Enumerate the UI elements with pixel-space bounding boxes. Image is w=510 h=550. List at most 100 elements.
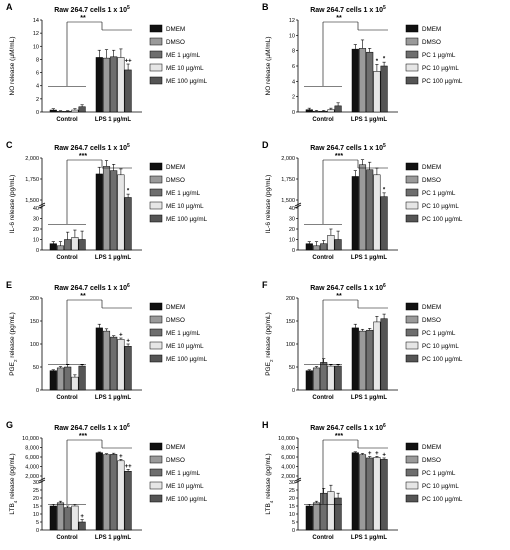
y-tick-label: 6 bbox=[36, 71, 39, 77]
bar bbox=[366, 457, 374, 531]
bar bbox=[95, 57, 103, 113]
bar bbox=[358, 454, 367, 531]
y-axis-label-sub: 4 bbox=[269, 500, 274, 503]
y-axis-label-tail: release (pg/mL) bbox=[265, 312, 272, 359]
legend-label: ME 10 µg/mL bbox=[166, 65, 204, 72]
chart-title-sup: 5 bbox=[127, 143, 130, 149]
y-axis-label-tail: release (pg/mL) bbox=[9, 453, 16, 500]
legend-swatch bbox=[149, 315, 163, 324]
y-tick-label: 4,000 bbox=[281, 465, 295, 471]
legend-swatch bbox=[149, 481, 163, 490]
chart-title-sup: 6 bbox=[383, 423, 386, 429]
y-axis-label: PGE2 release (pg/mL) bbox=[9, 312, 18, 376]
y-tick-label: 4 bbox=[36, 84, 39, 90]
y-tick-label: 10,000 bbox=[22, 436, 39, 442]
y-tick-label: 12 bbox=[289, 18, 295, 24]
bar bbox=[102, 330, 111, 391]
bar bbox=[117, 174, 125, 251]
bar bbox=[334, 365, 342, 391]
y-tick-label: 10 bbox=[33, 512, 39, 518]
legend-swatch bbox=[149, 50, 163, 59]
legend-label: PC 10 µg/mL bbox=[422, 203, 459, 210]
legend-label: DMEM bbox=[422, 444, 441, 451]
bar bbox=[102, 57, 111, 113]
legend-label: PC 1 µg/mL bbox=[422, 52, 456, 59]
y-axis-label-main: IL-6 release (pg/mL) bbox=[9, 175, 16, 234]
bar bbox=[95, 173, 103, 251]
bar bbox=[117, 460, 125, 531]
legend-label: ME 10 µg/mL bbox=[166, 343, 204, 350]
legend-swatch bbox=[405, 354, 419, 363]
y-tick-label: 100 bbox=[286, 342, 295, 348]
y-tick-label: 2 bbox=[36, 97, 39, 103]
y-axis-label-main: PGE bbox=[265, 361, 272, 375]
y-tick-label: 50 bbox=[33, 365, 39, 371]
legend-swatch bbox=[149, 494, 163, 503]
bar bbox=[95, 452, 103, 531]
y-axis-label-main: NO release (µM/mL) bbox=[9, 36, 16, 95]
bar bbox=[334, 239, 342, 251]
y-axis-label-sub: 4 bbox=[13, 500, 18, 503]
bar bbox=[312, 367, 321, 391]
y-tick-label: 8 bbox=[36, 57, 39, 63]
bar bbox=[78, 365, 86, 391]
x-category-label: Control bbox=[56, 117, 78, 123]
bar bbox=[351, 452, 359, 531]
bar bbox=[366, 51, 374, 113]
y-tick-label: 8 bbox=[292, 49, 295, 55]
bar bbox=[358, 48, 367, 113]
y-tick-label: 30 bbox=[33, 480, 39, 486]
y-axis-label-main: IL-6 release (pg/mL) bbox=[265, 175, 272, 234]
chart-title: Raw 264.7 cells 1 x 106 bbox=[310, 423, 386, 432]
significance-bracket-label: *** bbox=[335, 433, 343, 440]
x-category-label: LPS 1 µg/mL bbox=[351, 255, 387, 261]
y-tick-label: 10 bbox=[33, 44, 39, 50]
y-tick-label: 20 bbox=[289, 227, 295, 233]
bar bbox=[351, 327, 359, 391]
y-tick-label: 2,000 bbox=[25, 474, 39, 480]
y-tick-label: 200 bbox=[286, 296, 295, 302]
bar bbox=[56, 245, 65, 251]
bar bbox=[373, 174, 381, 251]
legend-label: PC 10 µg/mL bbox=[422, 343, 459, 350]
bar bbox=[110, 454, 118, 531]
y-axis-label-sub: 2 bbox=[13, 359, 18, 362]
legend-swatch bbox=[149, 455, 163, 464]
y-axis-label: IL-6 release (pg/mL) bbox=[9, 175, 16, 234]
legend-swatch bbox=[405, 341, 419, 350]
y-axis-label: LTB4 release (pg/mL) bbox=[9, 453, 18, 514]
bar bbox=[320, 492, 328, 531]
panel-letter: A bbox=[6, 2, 13, 12]
y-tick-label: 150 bbox=[286, 319, 295, 325]
bar bbox=[380, 65, 388, 113]
y-tick-label: 0 bbox=[36, 110, 39, 116]
y-tick-label: 8,000 bbox=[25, 446, 39, 452]
y-tick-label: 40 bbox=[33, 206, 39, 212]
chart-title-sup: 5 bbox=[127, 5, 130, 11]
significance-mark: + bbox=[119, 454, 123, 460]
y-axis-label: NO release (µM/mL) bbox=[265, 36, 272, 95]
significance-mark: ++ bbox=[125, 464, 133, 470]
bar bbox=[305, 109, 313, 113]
legend-label: DMSO bbox=[166, 39, 185, 46]
chart-title: Raw 264.7 cells 1 x 105 bbox=[310, 5, 386, 14]
legend-swatch bbox=[149, 162, 163, 171]
panel-letter: H bbox=[262, 420, 269, 430]
y-tick-label: 1,500 bbox=[281, 198, 295, 204]
legend-swatch bbox=[405, 63, 419, 72]
x-category-label: LPS 1 µg/mL bbox=[95, 117, 131, 123]
y-tick-label: 25 bbox=[33, 488, 39, 494]
legend-swatch bbox=[149, 442, 163, 451]
legend-label: DMEM bbox=[422, 164, 441, 171]
panel-E: E Raw 264.7 cells 1 x 106 PGE2 release (pg… bbox=[6, 280, 208, 401]
legend-label: DMSO bbox=[166, 457, 185, 464]
chart-title: Raw 264.7 cells 1 x 106 bbox=[54, 423, 130, 432]
significance-mark: + bbox=[80, 514, 84, 520]
y-tick-label: 6,000 bbox=[281, 455, 295, 461]
y-tick-label: 0 bbox=[292, 528, 295, 534]
bar bbox=[117, 57, 125, 113]
y-tick-label: 15 bbox=[33, 504, 39, 510]
legend-swatch bbox=[405, 214, 419, 223]
chart-title-sup: 5 bbox=[383, 5, 386, 11]
legend-swatch bbox=[405, 494, 419, 503]
